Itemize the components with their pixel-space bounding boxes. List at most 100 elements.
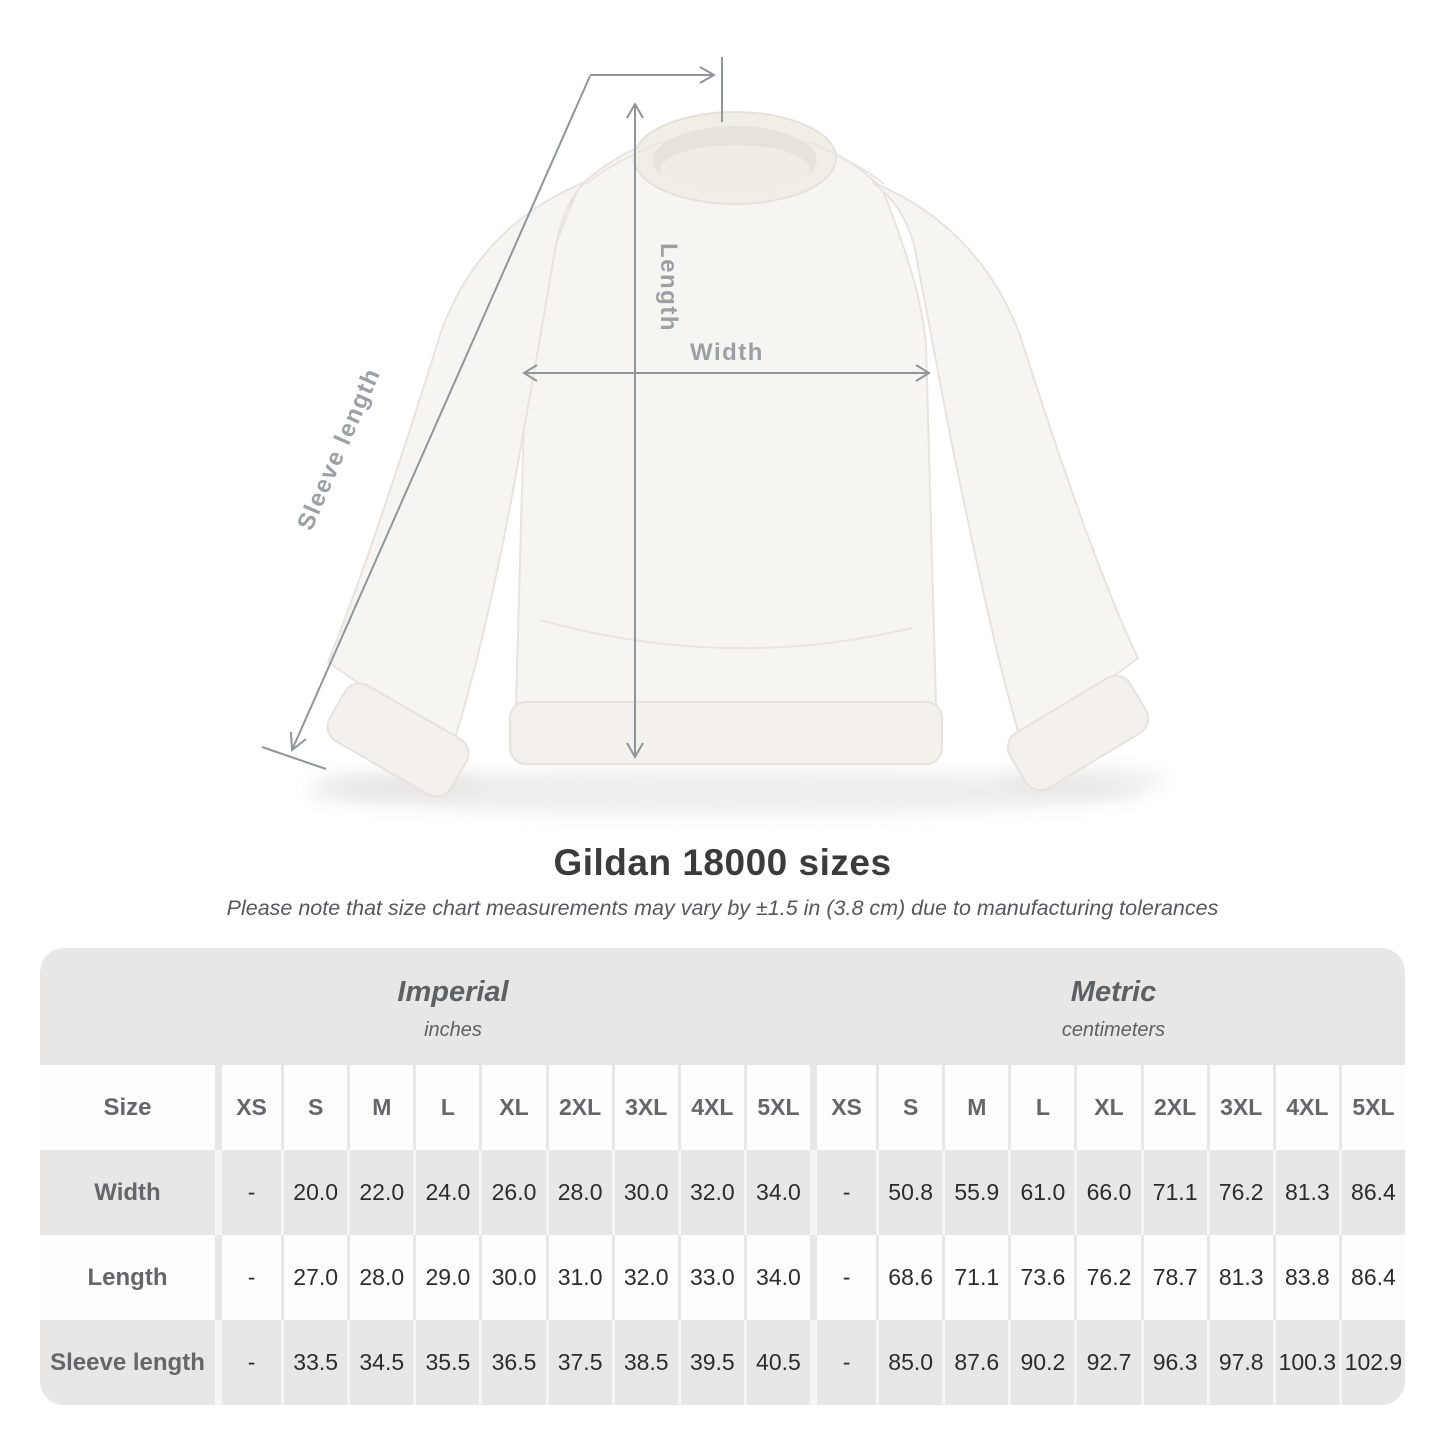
size-column-header-metric-5xl: 5XL bbox=[1338, 1065, 1405, 1150]
sleeve-length-label: Sleeve length bbox=[292, 364, 386, 535]
measurement-value-metric: 85.0 bbox=[876, 1320, 943, 1405]
measurement-value-imperial: 39.5 bbox=[677, 1320, 744, 1405]
measurement-value-imperial: 32.0 bbox=[677, 1150, 744, 1235]
left-shoulder-seam bbox=[585, 141, 663, 185]
measurement-value-metric: 73.6 bbox=[1008, 1235, 1075, 1320]
measurement-value-metric: 81.3 bbox=[1272, 1150, 1339, 1235]
page-title: Gildan 18000 sizes bbox=[553, 842, 892, 883]
measurement-value-metric: - bbox=[810, 1235, 877, 1320]
measurement-value-imperial: 29.0 bbox=[413, 1235, 480, 1320]
right-shoulder-seam bbox=[807, 141, 885, 185]
measurement-value-metric: 87.6 bbox=[942, 1320, 1009, 1405]
measurement-value-metric: - bbox=[810, 1320, 877, 1405]
body-crease bbox=[539, 619, 913, 650]
size-table: Imperial inches Metric centimeters Size X… bbox=[40, 948, 1405, 1405]
measurement-value-imperial: - bbox=[215, 1150, 282, 1235]
measurement-value-imperial: 36.5 bbox=[479, 1320, 546, 1405]
measurement-value-metric: 102.9 bbox=[1338, 1320, 1405, 1405]
size-column-header-imperial-l: L bbox=[413, 1065, 480, 1150]
measurement-value-metric: 50.8 bbox=[876, 1150, 943, 1235]
measurement-value-metric: 76.2 bbox=[1074, 1235, 1141, 1320]
measurement-value-metric: 76.2 bbox=[1206, 1150, 1273, 1235]
width-arrow-left-icon bbox=[522, 364, 538, 382]
measurement-row-header: Width bbox=[40, 1150, 215, 1235]
measurement-value-imperial: 34.5 bbox=[347, 1320, 414, 1405]
measurement-row-header: Sleeve length bbox=[40, 1320, 215, 1405]
size-column-header-imperial-m: M bbox=[347, 1065, 414, 1150]
measurement-value-metric: 55.9 bbox=[942, 1150, 1009, 1235]
size-column-header-metric-l: L bbox=[1008, 1065, 1075, 1150]
measurement-value-metric: 68.6 bbox=[876, 1235, 943, 1320]
measurement-value-metric: 90.2 bbox=[1008, 1320, 1075, 1405]
measurement-value-imperial: 32.0 bbox=[611, 1235, 678, 1320]
width-arrow-right-icon bbox=[915, 364, 931, 382]
right-sleeve bbox=[871, 181, 1140, 747]
measurement-value-imperial: 38.5 bbox=[611, 1320, 678, 1405]
size-column-header-metric-4xl: 4XL bbox=[1272, 1065, 1339, 1150]
metric-header-group: Metric centimeters bbox=[816, 948, 1405, 1065]
measurement-value-imperial: 35.5 bbox=[413, 1320, 480, 1405]
size-column-header-metric-s: S bbox=[876, 1065, 943, 1150]
sleeve-arrow-down-icon bbox=[290, 731, 307, 752]
measurement-value-imperial: 34.0 bbox=[743, 1235, 810, 1320]
size-column-header-imperial-3xl: 3XL bbox=[611, 1065, 678, 1150]
width-measure-line bbox=[522, 364, 931, 382]
collar-inner-front bbox=[660, 145, 810, 195]
measurement-value-imperial: 28.0 bbox=[347, 1235, 414, 1320]
measurement-value-imperial: - bbox=[215, 1235, 282, 1320]
length-arrow-down-icon bbox=[626, 742, 644, 760]
length-measure-line bbox=[626, 101, 644, 760]
measurement-value-metric: 61.0 bbox=[1008, 1150, 1075, 1235]
measurement-value-metric: 78.7 bbox=[1140, 1235, 1207, 1320]
metric-title: Metric bbox=[1070, 975, 1157, 1008]
measurement-value-imperial: 26.0 bbox=[479, 1150, 546, 1235]
size-table-grid: Imperial inches Metric centimeters Size X… bbox=[40, 948, 1405, 1405]
measurement-value-metric: - bbox=[810, 1150, 877, 1235]
measurement-value-imperial: 22.0 bbox=[347, 1150, 414, 1235]
size-column-header-imperial-5xl: 5XL bbox=[743, 1065, 810, 1150]
size-column-header-imperial-xl: XL bbox=[479, 1065, 546, 1150]
measurement-value-imperial: 28.0 bbox=[545, 1150, 612, 1235]
sleeve-arrow-right-icon bbox=[699, 66, 717, 84]
measurement-value-imperial: 20.0 bbox=[281, 1150, 348, 1235]
imperial-unit: inches bbox=[424, 1018, 482, 1041]
measurement-value-imperial: 40.5 bbox=[743, 1320, 810, 1405]
metric-unit: centimeters bbox=[1061, 1018, 1166, 1041]
width-label: Width bbox=[690, 339, 764, 366]
left-cuff bbox=[326, 682, 470, 798]
size-column-header-imperial-xs: XS bbox=[215, 1065, 282, 1150]
hem-band bbox=[509, 701, 943, 765]
right-cuff bbox=[1006, 674, 1150, 792]
measurement-value-metric: 96.3 bbox=[1140, 1320, 1207, 1405]
size-column-header-metric-3xl: 3XL bbox=[1206, 1065, 1273, 1150]
size-column-header-imperial-2xl: 2XL bbox=[545, 1065, 612, 1150]
size-column-header-metric-xs: XS bbox=[810, 1065, 877, 1150]
size-column-header-metric-xl: XL bbox=[1074, 1065, 1141, 1150]
measurement-value-metric: 92.7 bbox=[1074, 1320, 1141, 1405]
sweatshirt-size-diagram: Length Width Sleeve length bbox=[261, 57, 1167, 814]
measurement-value-imperial: 34.0 bbox=[743, 1150, 810, 1235]
size-column-header-imperial-s: S bbox=[281, 1065, 348, 1150]
measurement-value-metric: 66.0 bbox=[1074, 1150, 1141, 1235]
measurement-value-imperial: 37.5 bbox=[545, 1320, 612, 1405]
cuff-tick bbox=[261, 746, 327, 770]
measurement-value-imperial: 30.0 bbox=[479, 1235, 546, 1320]
measurement-value-metric: 71.1 bbox=[942, 1235, 1009, 1320]
size-row-header: Size bbox=[40, 1065, 215, 1150]
garment-shadow bbox=[305, 770, 1145, 814]
measurement-value-metric: 86.4 bbox=[1338, 1150, 1405, 1235]
measurement-value-imperial: 30.0 bbox=[611, 1150, 678, 1235]
length-label: Length bbox=[655, 243, 682, 332]
measurement-row-header: Length bbox=[40, 1235, 215, 1320]
measurement-value-imperial: - bbox=[215, 1320, 282, 1405]
sleeve-length-measure-line bbox=[261, 57, 723, 770]
measurement-value-imperial: 33.0 bbox=[677, 1235, 744, 1320]
size-column-header-metric-m: M bbox=[942, 1065, 1009, 1150]
imperial-title: Imperial bbox=[397, 975, 509, 1008]
left-sleeve bbox=[326, 181, 586, 750]
length-arrow-up-icon bbox=[626, 101, 644, 119]
measurement-value-metric: 100.3 bbox=[1272, 1320, 1339, 1405]
measurement-value-metric: 97.8 bbox=[1206, 1320, 1273, 1405]
size-column-header-imperial-4xl: 4XL bbox=[677, 1065, 744, 1150]
sweatshirt-body bbox=[514, 128, 938, 706]
